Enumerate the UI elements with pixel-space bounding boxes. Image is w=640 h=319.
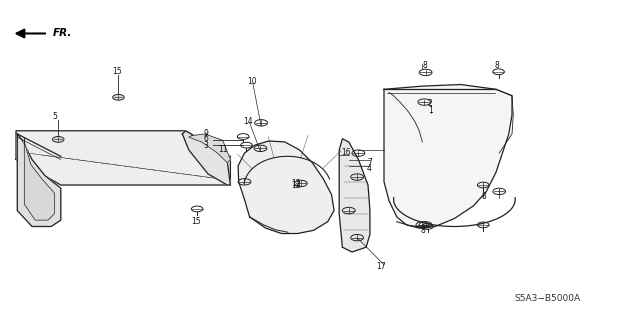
Text: FR.: FR. xyxy=(52,28,72,39)
Polygon shape xyxy=(339,139,370,252)
Text: 9: 9 xyxy=(204,129,209,138)
Text: 12: 12 xyxy=(292,181,301,189)
Text: 1: 1 xyxy=(428,106,433,115)
Polygon shape xyxy=(17,134,61,226)
Text: 7: 7 xyxy=(367,158,372,167)
Text: 15: 15 xyxy=(191,217,202,226)
Text: 4: 4 xyxy=(367,164,372,173)
Text: 3: 3 xyxy=(204,141,209,150)
Circle shape xyxy=(113,94,124,100)
Text: 8: 8 xyxy=(494,61,499,70)
Text: S5A3−B5000A: S5A3−B5000A xyxy=(514,294,580,303)
Text: 16: 16 xyxy=(340,148,351,157)
Polygon shape xyxy=(189,134,230,163)
Text: 14: 14 xyxy=(243,117,253,126)
Polygon shape xyxy=(24,139,54,220)
Text: 2: 2 xyxy=(428,99,433,108)
Text: 8: 8 xyxy=(420,226,425,235)
Circle shape xyxy=(52,137,64,142)
Text: 8: 8 xyxy=(422,61,428,70)
Text: 5: 5 xyxy=(52,112,57,121)
Text: 10: 10 xyxy=(246,77,257,86)
Polygon shape xyxy=(16,131,230,185)
Polygon shape xyxy=(182,131,230,185)
Polygon shape xyxy=(384,85,512,228)
Text: 12: 12 xyxy=(292,179,301,188)
Polygon shape xyxy=(238,141,334,234)
Text: 8: 8 xyxy=(481,192,486,201)
Text: 6: 6 xyxy=(204,134,209,143)
Text: 17: 17 xyxy=(376,262,387,271)
Text: 15: 15 xyxy=(112,67,122,76)
Text: 11: 11 xyxy=(218,145,227,154)
